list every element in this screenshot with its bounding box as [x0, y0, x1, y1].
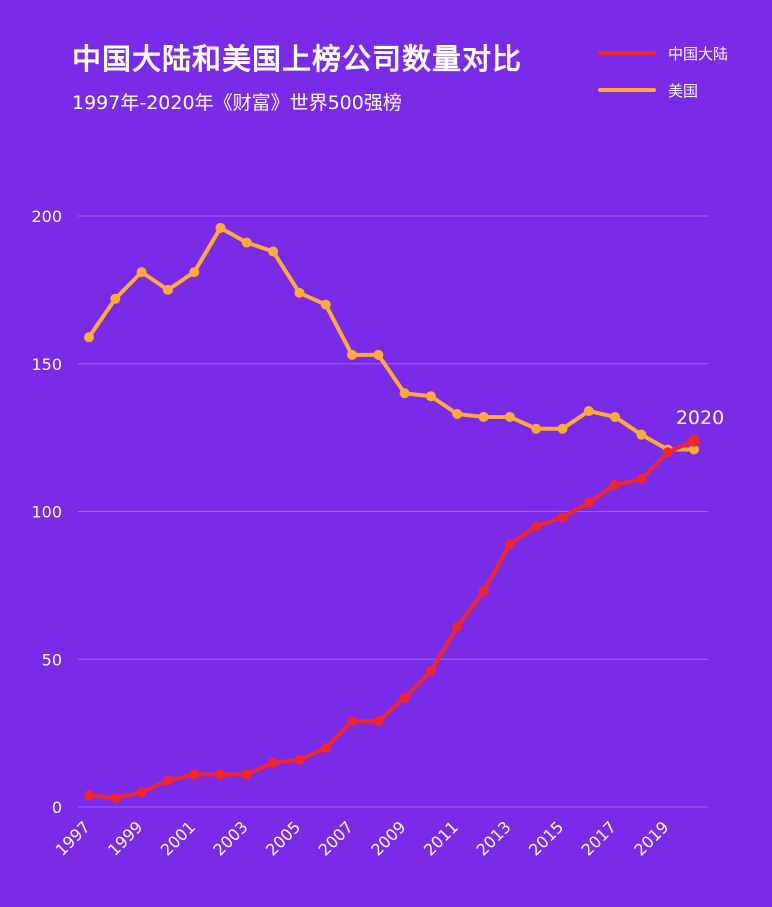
point-china-2012 — [478, 586, 489, 597]
point-usa-2020 — [689, 444, 699, 455]
point-china-2009 — [399, 692, 410, 703]
point-usa-2007 — [347, 349, 358, 360]
legend-swatch-usa — [598, 88, 656, 92]
point-china-2010 — [425, 666, 436, 677]
point-usa-2002 — [215, 222, 226, 233]
point-usa-1999 — [136, 267, 147, 278]
point-usa-2001 — [189, 267, 200, 278]
point-china-2015 — [557, 512, 568, 523]
legend: 中国大陆 美国 — [598, 40, 728, 114]
x-tick-label-2003: 2003 — [209, 817, 251, 859]
y-axis-ticks: 0 50 100 150 200 — [31, 207, 62, 817]
point-china-1999 — [136, 787, 147, 798]
point-china-2007 — [347, 716, 358, 727]
point-china-2013 — [504, 539, 515, 550]
point-usa-1998 — [110, 293, 121, 304]
x-tick-label-2001: 2001 — [157, 817, 199, 859]
point-china-2001 — [189, 769, 200, 780]
point-usa-2012 — [478, 411, 489, 422]
gridlines — [78, 215, 708, 808]
point-china-2017 — [610, 479, 621, 490]
point-usa-2014 — [531, 423, 542, 434]
legend-swatch-china — [598, 51, 656, 55]
x-tick-label-2013: 2013 — [472, 817, 514, 859]
series-line-usa — [87, 225, 696, 452]
x-tick-label-2015: 2015 — [525, 817, 567, 859]
legend-item-china: 中国大陆 — [598, 40, 728, 66]
point-usa-2006 — [320, 299, 331, 310]
point-usa-2015 — [557, 423, 568, 434]
point-china-2003 — [241, 769, 252, 780]
x-tick-label-1997: 1997 — [52, 817, 94, 859]
series-group — [84, 222, 700, 804]
x-tick-label-2007: 2007 — [315, 817, 357, 859]
point-usa-2017 — [610, 411, 621, 422]
x-tick-label-2005: 2005 — [262, 817, 304, 859]
point-usa-2003 — [241, 237, 252, 248]
legend-label-china: 中国大陆 — [668, 44, 729, 63]
x-tick-label-1999: 1999 — [104, 817, 146, 859]
point-usa-1997 — [84, 332, 94, 343]
chart-subtitle: 1997年-2020年《财富》世界500强榜 — [72, 92, 402, 114]
point-china-2008 — [373, 716, 384, 727]
point-china-2002 — [215, 769, 226, 780]
x-tick-label-2009: 2009 — [367, 817, 409, 859]
point-china-2018 — [636, 473, 647, 484]
point-china-2006 — [320, 742, 331, 753]
y-tick-label-200: 200 — [31, 207, 62, 226]
point-usa-2018 — [636, 429, 647, 440]
point-usa-2000 — [162, 284, 173, 295]
annotation-2020: 2020 — [676, 407, 724, 429]
x-tick-label-2017: 2017 — [578, 817, 620, 859]
chart-title: 中国大陆和美国上榜公司数量对比 — [72, 42, 523, 76]
point-china-1997 — [84, 790, 94, 801]
point-usa-2009 — [399, 388, 410, 399]
legend-item-usa: 美国 — [598, 77, 728, 103]
point-china-2014 — [531, 521, 542, 532]
point-usa-2004 — [268, 246, 279, 257]
point-china-2020 — [688, 434, 700, 447]
point-china-2004 — [268, 757, 279, 768]
point-china-1998 — [110, 793, 121, 804]
y-tick-label-0: 0 — [52, 798, 62, 817]
point-china-2011 — [452, 621, 463, 632]
x-tick-label-2011: 2011 — [420, 817, 462, 859]
point-china-2000 — [162, 775, 173, 786]
point-usa-2013 — [504, 411, 515, 422]
point-china-2005 — [294, 754, 305, 765]
legend-label-usa: 美国 — [668, 81, 699, 100]
point-usa-2005 — [294, 287, 305, 298]
series-line-china — [87, 438, 696, 801]
y-tick-label-100: 100 — [31, 503, 62, 522]
y-tick-label-50: 50 — [42, 650, 62, 669]
point-usa-2008 — [373, 349, 384, 360]
point-usa-2010 — [425, 391, 436, 402]
point-china-2016 — [583, 497, 594, 508]
y-tick-label-150: 150 — [31, 355, 62, 374]
point-usa-2016 — [583, 406, 594, 417]
point-china-2019 — [662, 447, 673, 458]
x-tick-label-2019: 2019 — [630, 817, 672, 859]
x-axis-ticks: 1997 1999 2001 2003 2005 2007 2009 2011 2013 2015… — [52, 817, 673, 859]
point-usa-2011 — [452, 408, 463, 419]
